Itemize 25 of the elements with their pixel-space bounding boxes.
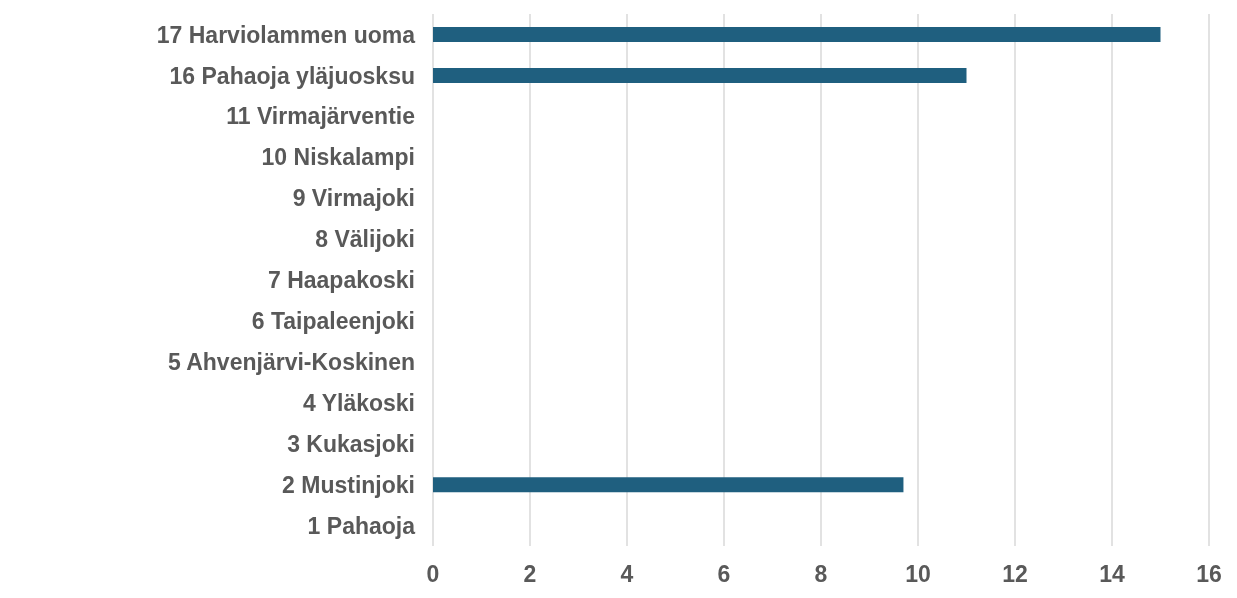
bar: [433, 67, 967, 83]
y-tick-label: 5 Ahvenjärvi-Koskinen: [167, 349, 415, 376]
x-tick-label: 16: [1196, 561, 1222, 588]
y-tick-label: 6 Taipaleenjoki: [251, 308, 415, 335]
x-tick-label: 10: [905, 561, 931, 588]
y-tick-label: 16 Pahaoja yläjuosksu: [169, 62, 415, 89]
x-tick-label: 2: [523, 561, 537, 588]
y-tick-label: 7 Haapakoski: [267, 267, 415, 294]
y-tick-label: 1 Pahaoja: [307, 512, 416, 539]
y-tick-label: 9 Virmajoki: [292, 185, 415, 212]
x-tick-label: 8: [814, 561, 828, 588]
y-tick-label: 2 Mustinjoki: [282, 471, 415, 498]
x-tick-label: 14: [1099, 561, 1125, 588]
bar: [433, 477, 904, 493]
y-tick-label: 17 Harviolammen uoma: [156, 21, 416, 48]
y-tick-label: 4 Yläkoski: [302, 389, 415, 416]
x-tick-label: 0: [426, 561, 440, 588]
x-tick-label: 12: [1002, 561, 1028, 588]
x-tick-label: 6: [717, 561, 731, 588]
y-tick-label: 11 Virmajärventie: [226, 103, 415, 130]
y-tick-label: 3 Kukasjoki: [287, 430, 415, 457]
x-tick-label: 4: [620, 561, 634, 588]
y-tick-label: 8 Välijoki: [315, 226, 415, 253]
bar: [433, 27, 1161, 42]
y-tick-label: 10 Niskalampi: [261, 144, 415, 171]
